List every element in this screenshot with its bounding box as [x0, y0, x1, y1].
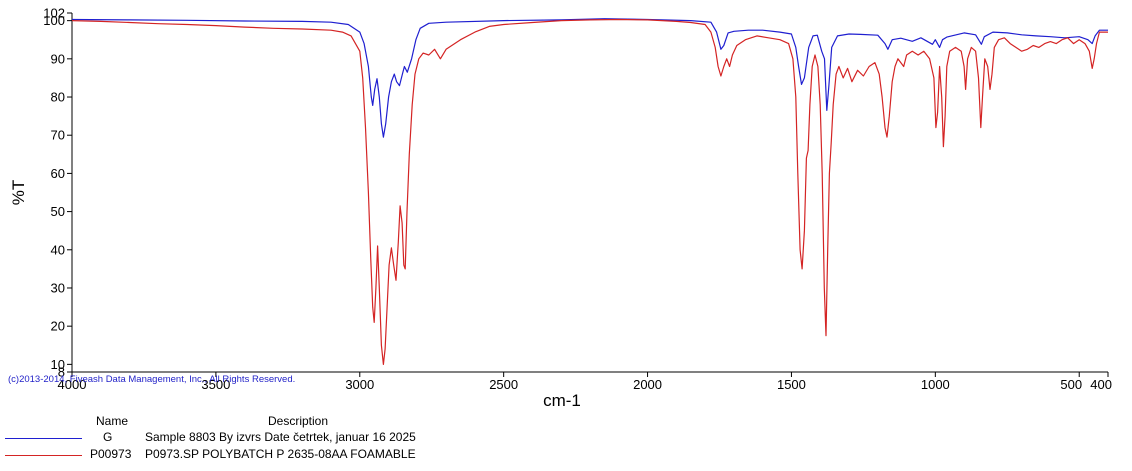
y-tick-label: 50 [51, 204, 65, 219]
series-layer [72, 19, 1108, 365]
y-tick-label: 80 [51, 90, 65, 105]
series-line-p00973 [72, 20, 1108, 365]
y-tick-label: 40 [51, 242, 65, 257]
x-tick-label: 1000 [921, 377, 950, 392]
x-tick-label: 400 [1090, 377, 1112, 392]
y-axis-label: %T [9, 180, 28, 206]
y-tick-label: 30 [51, 280, 65, 295]
y-tick-label: 60 [51, 166, 65, 181]
series-line-g [72, 19, 1108, 137]
y-tick-label: 20 [51, 319, 65, 334]
y-tick-label: 102 [43, 6, 65, 21]
y-tick-label: 10 [51, 357, 65, 372]
x-tick-label: 2000 [633, 377, 662, 392]
x-tick-label: 3000 [345, 377, 374, 392]
x-tick-label: 500 [1060, 377, 1082, 392]
copyright-notice: (c)2013-2014, Fiveash Data Management, I… [8, 374, 295, 385]
y-tick-label: 70 [51, 128, 65, 143]
x-axis-label: cm-1 [543, 391, 581, 410]
y-tick-label: 90 [51, 51, 65, 66]
x-tick-label: 2500 [489, 377, 518, 392]
x-tick-label: 1500 [777, 377, 806, 392]
